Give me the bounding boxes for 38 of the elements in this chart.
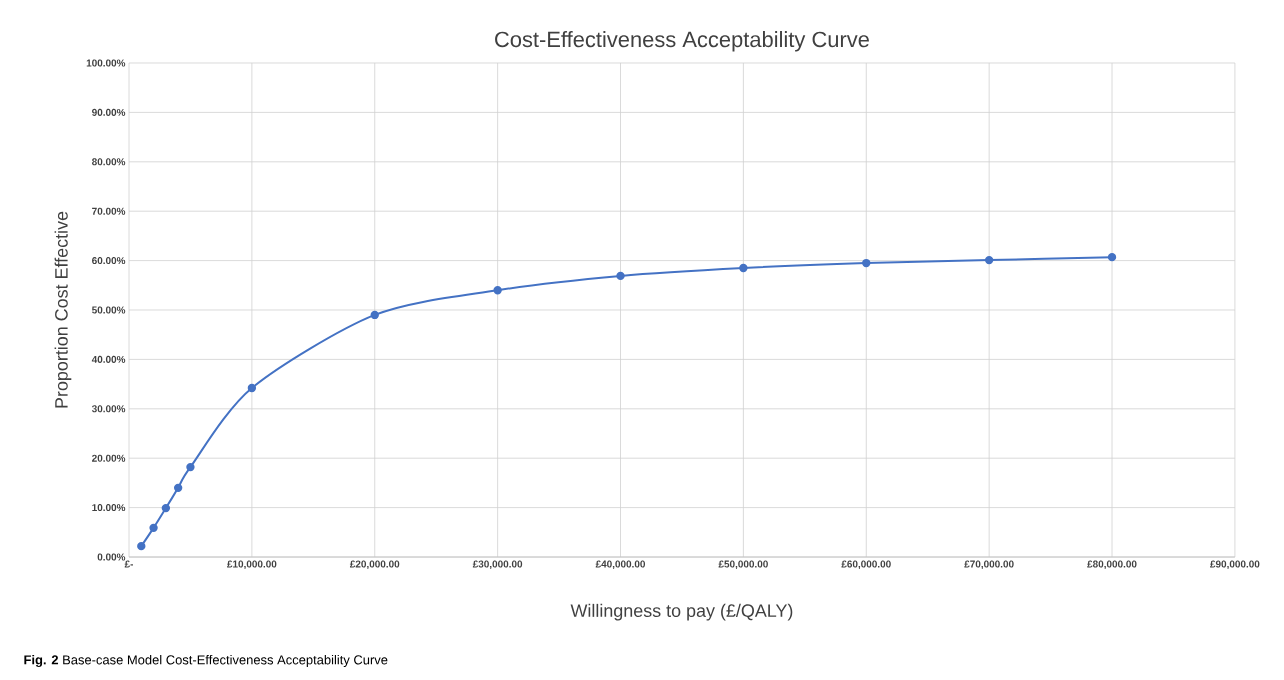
point: [739, 263, 748, 273]
point: [137, 541, 146, 551]
point: [862, 258, 871, 268]
x-tick-label: £10,000.00: [227, 560, 277, 570]
point: [370, 310, 379, 320]
text: Fig. 2 Base-case Model Cost-Effectiveness Acceptability Curve: [24, 654, 388, 668]
point: [173, 483, 183, 493]
x-tick-label: £90,000.00: [1210, 560, 1260, 570]
chart-title: Cost-Effectiveness Acceptability Curve: [495, 31, 869, 52]
x-tick-label: £-: [124, 560, 134, 568]
point: [493, 286, 502, 295]
y-tick-label: 10.00%: [92, 504, 126, 512]
point: [186, 462, 195, 472]
point: [616, 271, 625, 281]
y-tick-label: 60.00%: [92, 257, 126, 265]
point: [247, 383, 257, 393]
y-tick-label: 0.00%: [97, 553, 126, 561]
y-tick-label: 50.00%: [92, 306, 126, 314]
x-tick-label: £60,000.00: [841, 560, 891, 570]
y-tick-label: 20.00%: [92, 454, 126, 462]
point: [161, 503, 171, 513]
x-tick-label: £50,000.00: [718, 560, 768, 570]
x-tick-label: £80,000.00: [1087, 560, 1137, 570]
point: [149, 523, 158, 533]
point: [984, 255, 994, 265]
x-axis-title: Willingness to pay (£/QALY): [570, 603, 793, 621]
point: [1107, 252, 1117, 262]
y-tick-label: 80.00%: [92, 158, 126, 166]
y-axis-title: Proportion Cost Effective: [54, 211, 72, 408]
x-tick-label: £70,000.00: [964, 560, 1014, 570]
x-tick-label: £40,000.00: [595, 560, 646, 570]
y-tick-label: 70.00%: [92, 207, 126, 215]
y-tick-label: 30.00%: [91, 405, 126, 413]
x-tick-label: £20,000.00: [349, 560, 400, 570]
x-tick-label: £30,000.00: [472, 560, 523, 570]
y-tick-label: 100.00%: [86, 59, 126, 67]
y-tick-label: 40.00%: [91, 355, 126, 363]
y-tick-label: 90.00%: [92, 108, 126, 116]
